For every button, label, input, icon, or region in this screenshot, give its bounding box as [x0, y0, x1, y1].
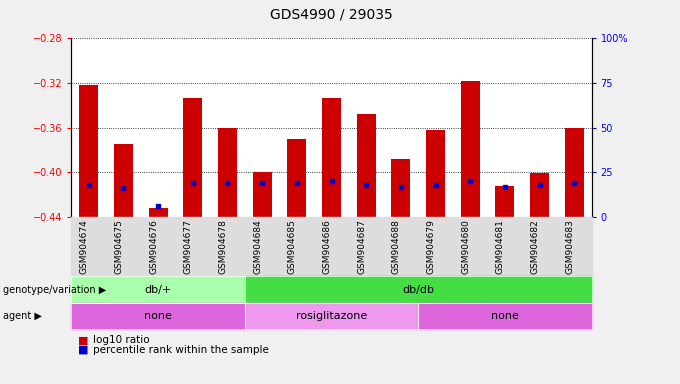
Bar: [356, 114, 376, 217]
Text: percentile rank within the sample: percentile rank within the sample: [93, 345, 269, 355]
Text: db/db: db/db: [402, 285, 435, 295]
Text: none: none: [491, 311, 519, 321]
Bar: [287, 139, 307, 217]
Text: GSM904685: GSM904685: [288, 219, 296, 274]
Text: rosiglitazone: rosiglitazone: [296, 311, 367, 321]
Text: GSM904684: GSM904684: [253, 219, 262, 274]
Bar: [426, 130, 445, 217]
Bar: [183, 98, 203, 217]
Text: log10 ratio: log10 ratio: [93, 335, 150, 345]
Text: GSM904686: GSM904686: [322, 219, 332, 274]
Text: db/+: db/+: [144, 285, 172, 295]
Text: GSM904683: GSM904683: [565, 219, 574, 274]
Bar: [564, 127, 584, 217]
Text: GDS4990 / 29035: GDS4990 / 29035: [270, 7, 393, 21]
Text: GSM904681: GSM904681: [496, 219, 505, 274]
Bar: [79, 85, 99, 217]
Bar: [218, 127, 237, 217]
Text: agent ▶: agent ▶: [3, 311, 42, 321]
Bar: [530, 174, 549, 217]
Text: genotype/variation ▶: genotype/variation ▶: [3, 285, 107, 295]
Bar: [495, 186, 515, 217]
Text: GSM904678: GSM904678: [218, 219, 227, 274]
Text: GSM904679: GSM904679: [426, 219, 435, 274]
Bar: [252, 172, 272, 217]
Text: ■: ■: [78, 345, 88, 355]
Text: GSM904676: GSM904676: [149, 219, 158, 274]
Text: GSM904687: GSM904687: [357, 219, 366, 274]
Bar: [322, 98, 341, 217]
Text: GSM904680: GSM904680: [461, 219, 471, 274]
Text: none: none: [144, 311, 172, 321]
Text: GSM904677: GSM904677: [184, 219, 193, 274]
Bar: [148, 208, 168, 217]
Text: GSM904682: GSM904682: [530, 219, 540, 274]
Bar: [460, 81, 480, 217]
Bar: [114, 144, 133, 217]
Text: ■: ■: [78, 335, 88, 345]
Text: GSM904675: GSM904675: [114, 219, 124, 274]
Text: GSM904688: GSM904688: [392, 219, 401, 274]
Bar: [391, 159, 411, 217]
Text: GSM904674: GSM904674: [80, 219, 88, 274]
